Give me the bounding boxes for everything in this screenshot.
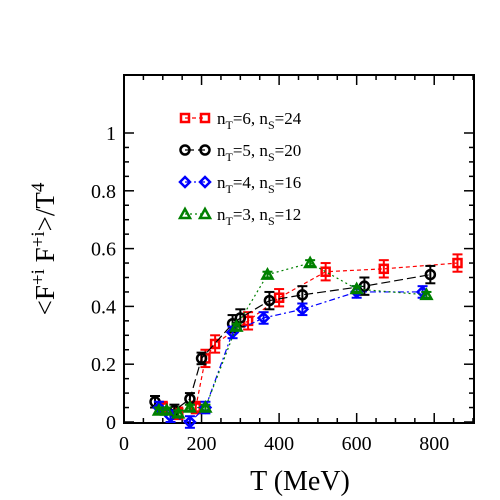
data-point xyxy=(159,402,174,416)
y-tick-label: 0 xyxy=(106,412,116,434)
y-tick-label: 1 xyxy=(106,123,116,145)
legend-marker xyxy=(198,175,212,189)
series-1 xyxy=(157,253,463,421)
y-tick-label: 0.2 xyxy=(91,354,116,376)
data-point xyxy=(151,402,167,416)
x-tick-labels: 0 200 400 600 800 xyxy=(119,433,449,455)
data-point xyxy=(229,319,244,332)
x-tick-label: 0 xyxy=(119,433,129,455)
series-line xyxy=(154,274,431,412)
legend-item: nT=4, nS=16 xyxy=(178,173,301,196)
data-point xyxy=(256,311,271,325)
legend: nT=6, nS=24 nT=5, nS=20 nT=4, nS=16 nT=3, n… xyxy=(177,109,302,228)
legend-label: nT=5, nS=20 xyxy=(217,141,301,164)
x-tick-label: 200 xyxy=(187,433,217,455)
data-point xyxy=(171,405,186,419)
data-point xyxy=(320,266,331,277)
data-point xyxy=(209,338,221,350)
series-line xyxy=(158,262,427,414)
data-point xyxy=(424,268,437,281)
data-point xyxy=(296,289,309,301)
data-point xyxy=(452,257,463,269)
legend-label: nT=3, nS=12 xyxy=(217,205,301,228)
legend-label: nT=6, nS=24 xyxy=(217,109,302,132)
y-axis-title: <F+i F+i>/T4 xyxy=(28,182,60,315)
y-tick-labels: 0 0.2 0.4 0.6 0.8 1 xyxy=(91,123,116,434)
legend-label: nT=4, nS=16 xyxy=(217,173,301,196)
x-axis-title: T (MeV) xyxy=(250,466,350,497)
legend-item: nT=3, nS=12 xyxy=(177,205,301,228)
data-point xyxy=(419,287,434,301)
legend-item: nT=6, nS=24 xyxy=(179,109,302,132)
series-line xyxy=(162,262,458,414)
data-point xyxy=(303,255,318,269)
legend-marker xyxy=(199,144,211,156)
data-point xyxy=(378,263,390,275)
legend-marker xyxy=(199,112,211,124)
legend-marker xyxy=(179,144,191,156)
data-point xyxy=(263,294,276,307)
y-tick-label: 0.4 xyxy=(91,296,116,318)
x-tick-label: 600 xyxy=(342,433,372,455)
data-point xyxy=(195,352,208,365)
data-point xyxy=(183,415,197,429)
series-2 xyxy=(149,264,437,418)
legend-marker xyxy=(177,206,193,220)
series-4 xyxy=(151,255,434,419)
x-tick-label: 400 xyxy=(264,433,294,455)
x-tick-label: 800 xyxy=(419,433,449,455)
legend-marker xyxy=(179,112,191,124)
data-point xyxy=(260,267,275,280)
legend-marker xyxy=(197,206,213,220)
legend-item: nT=5, nS=20 xyxy=(179,141,301,164)
data-point xyxy=(182,399,198,413)
series-layer xyxy=(149,253,463,429)
data-point xyxy=(198,399,213,413)
data-point xyxy=(234,312,247,324)
y-tick-label: 0.8 xyxy=(91,181,116,203)
legend-marker xyxy=(178,175,192,189)
y-tick-label: 0.6 xyxy=(91,239,116,261)
data-point xyxy=(349,281,364,295)
axis-ticks xyxy=(123,75,474,423)
data-point xyxy=(295,302,310,317)
